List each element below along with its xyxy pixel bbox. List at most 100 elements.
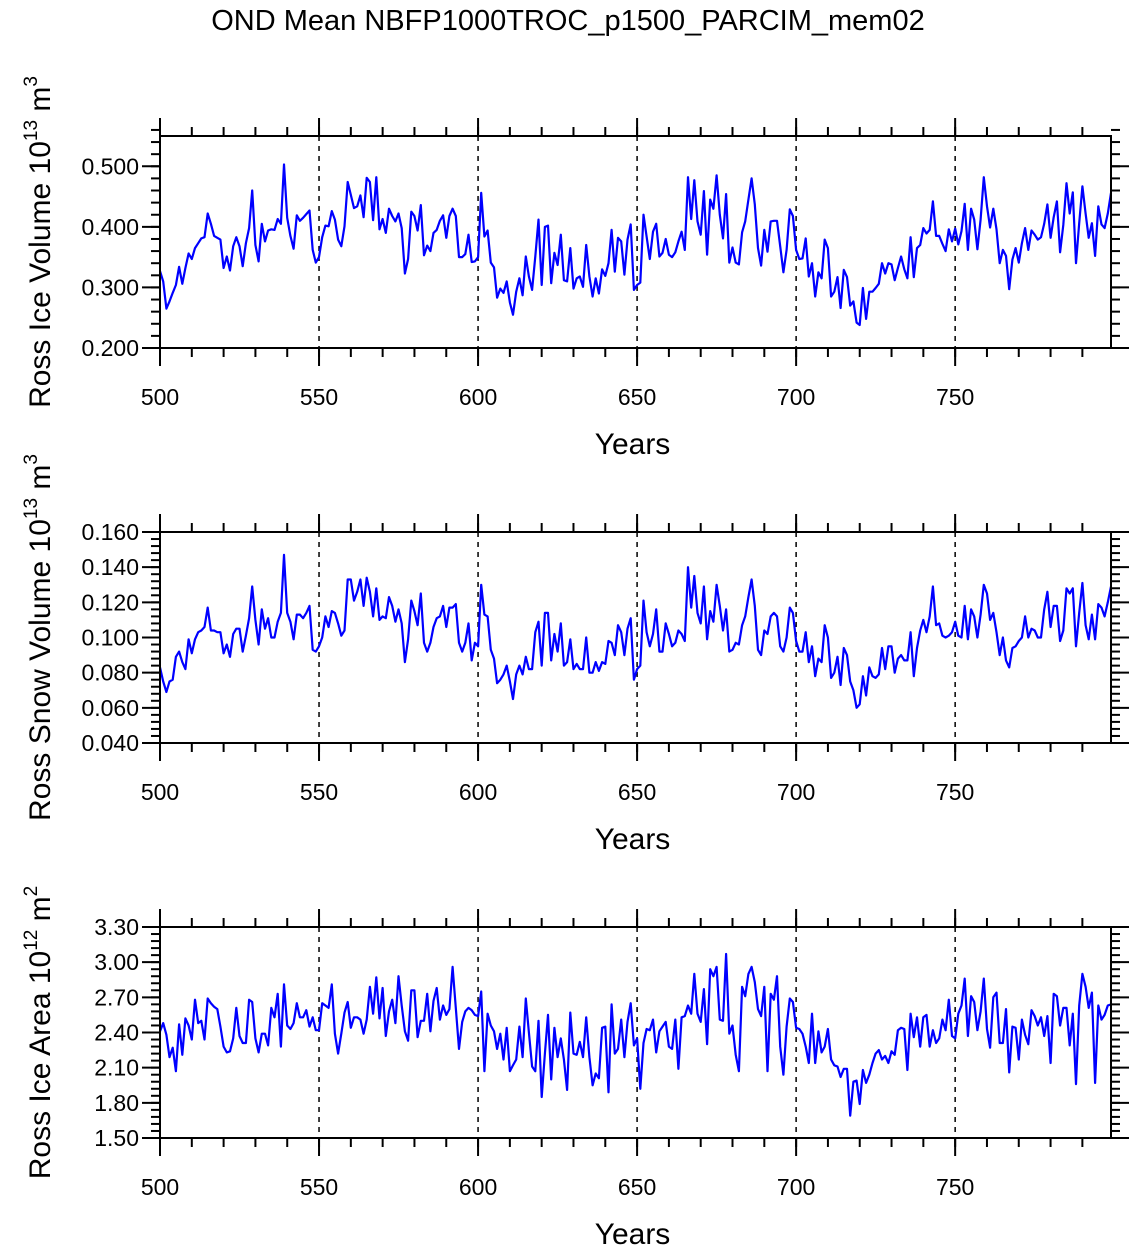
data-point [1056, 605, 1058, 607]
data-point [588, 1056, 591, 1058]
data-point [407, 258, 409, 260]
data-point [878, 283, 880, 285]
data-point [706, 638, 708, 641]
data-point [569, 247, 572, 249]
data-point [416, 624, 419, 626]
data-point [932, 1029, 934, 1031]
data-point [1068, 212, 1071, 215]
panel-3: 500 550 600 650 700 750 1.50 1.80 2.10 2.40 2.70 3.… [21, 886, 1129, 1250]
data-point [420, 1020, 422, 1022]
data-point [1059, 251, 1061, 254]
data-point [776, 220, 778, 222]
data-point [556, 1056, 559, 1058]
data-point [649, 645, 651, 648]
data-point [795, 640, 797, 642]
data-point [1018, 1058, 1020, 1061]
data-point [525, 255, 527, 258]
data-point [798, 650, 801, 653]
data-point [833, 1064, 836, 1067]
data-point [340, 634, 343, 637]
data-point [168, 680, 171, 683]
data-point [948, 998, 950, 1001]
data-point [1018, 261, 1020, 264]
data-point [1065, 587, 1068, 590]
data-point [928, 615, 931, 618]
y-axis-label-exponent: 3 [21, 454, 42, 465]
data-point [432, 626, 435, 628]
data-point [1014, 1027, 1017, 1029]
y-tick-label: 0.100 [81, 625, 139, 651]
data-point [1014, 247, 1017, 249]
data-point [849, 1114, 851, 1117]
data-point [426, 650, 429, 653]
data-point [763, 986, 766, 988]
data-point [324, 615, 327, 618]
data-point [843, 269, 845, 271]
data-point [194, 638, 196, 641]
data-point [490, 649, 492, 651]
data-point [1033, 233, 1036, 236]
data-point [521, 1056, 524, 1058]
data-point [1100, 223, 1103, 226]
data-point [575, 1054, 578, 1056]
data-point [1005, 255, 1007, 257]
data-point [610, 642, 613, 644]
data-point [893, 671, 896, 674]
data-point [636, 668, 638, 670]
data-point [222, 1045, 225, 1048]
data-point [617, 237, 619, 239]
data-point [719, 213, 721, 216]
data-point [909, 236, 912, 238]
data-point [1056, 995, 1058, 997]
data-point [423, 1020, 425, 1022]
data-point [938, 622, 940, 625]
data-point [270, 228, 273, 231]
data-point [655, 1051, 657, 1054]
data-point [359, 578, 362, 581]
data-point [811, 645, 813, 648]
data-point [610, 229, 613, 231]
data-point [331, 210, 333, 212]
data-point [1011, 258, 1014, 261]
data-point [773, 998, 775, 1001]
data-point [865, 1082, 867, 1084]
data-point [941, 1018, 944, 1021]
data-point [782, 271, 785, 274]
data-point [318, 1029, 320, 1031]
data-point [550, 659, 552, 662]
data-point [270, 636, 273, 639]
data-point [855, 707, 858, 709]
data-point [515, 290, 517, 293]
data-point [350, 1027, 352, 1029]
data-point [588, 671, 591, 674]
data-point [308, 1025, 311, 1028]
data-point [957, 243, 960, 246]
data-point [614, 270, 616, 273]
data-point [423, 642, 425, 644]
data-point [690, 606, 692, 609]
data-point [509, 301, 511, 304]
data-point [505, 1027, 508, 1029]
data-point [661, 1025, 664, 1028]
data-point [645, 1028, 648, 1030]
data-point [954, 227, 956, 230]
data-point [846, 276, 848, 278]
y-axis-label-text: m [24, 896, 57, 929]
data-point [162, 280, 164, 283]
data-point [1068, 592, 1071, 595]
data-point [276, 620, 279, 623]
data-point [789, 606, 791, 609]
data-point [601, 268, 603, 271]
data-point [388, 1010, 390, 1013]
data-point [388, 207, 390, 210]
y-axis-label-exponent: 13 [21, 498, 42, 519]
data-point [331, 983, 333, 986]
data-point [241, 650, 244, 653]
data-point [203, 236, 206, 238]
data-point [674, 251, 677, 254]
data-point [238, 245, 241, 247]
data-point [1097, 1004, 1100, 1007]
data-point [439, 220, 441, 222]
data-point [206, 997, 209, 1000]
data-point [1091, 991, 1093, 994]
